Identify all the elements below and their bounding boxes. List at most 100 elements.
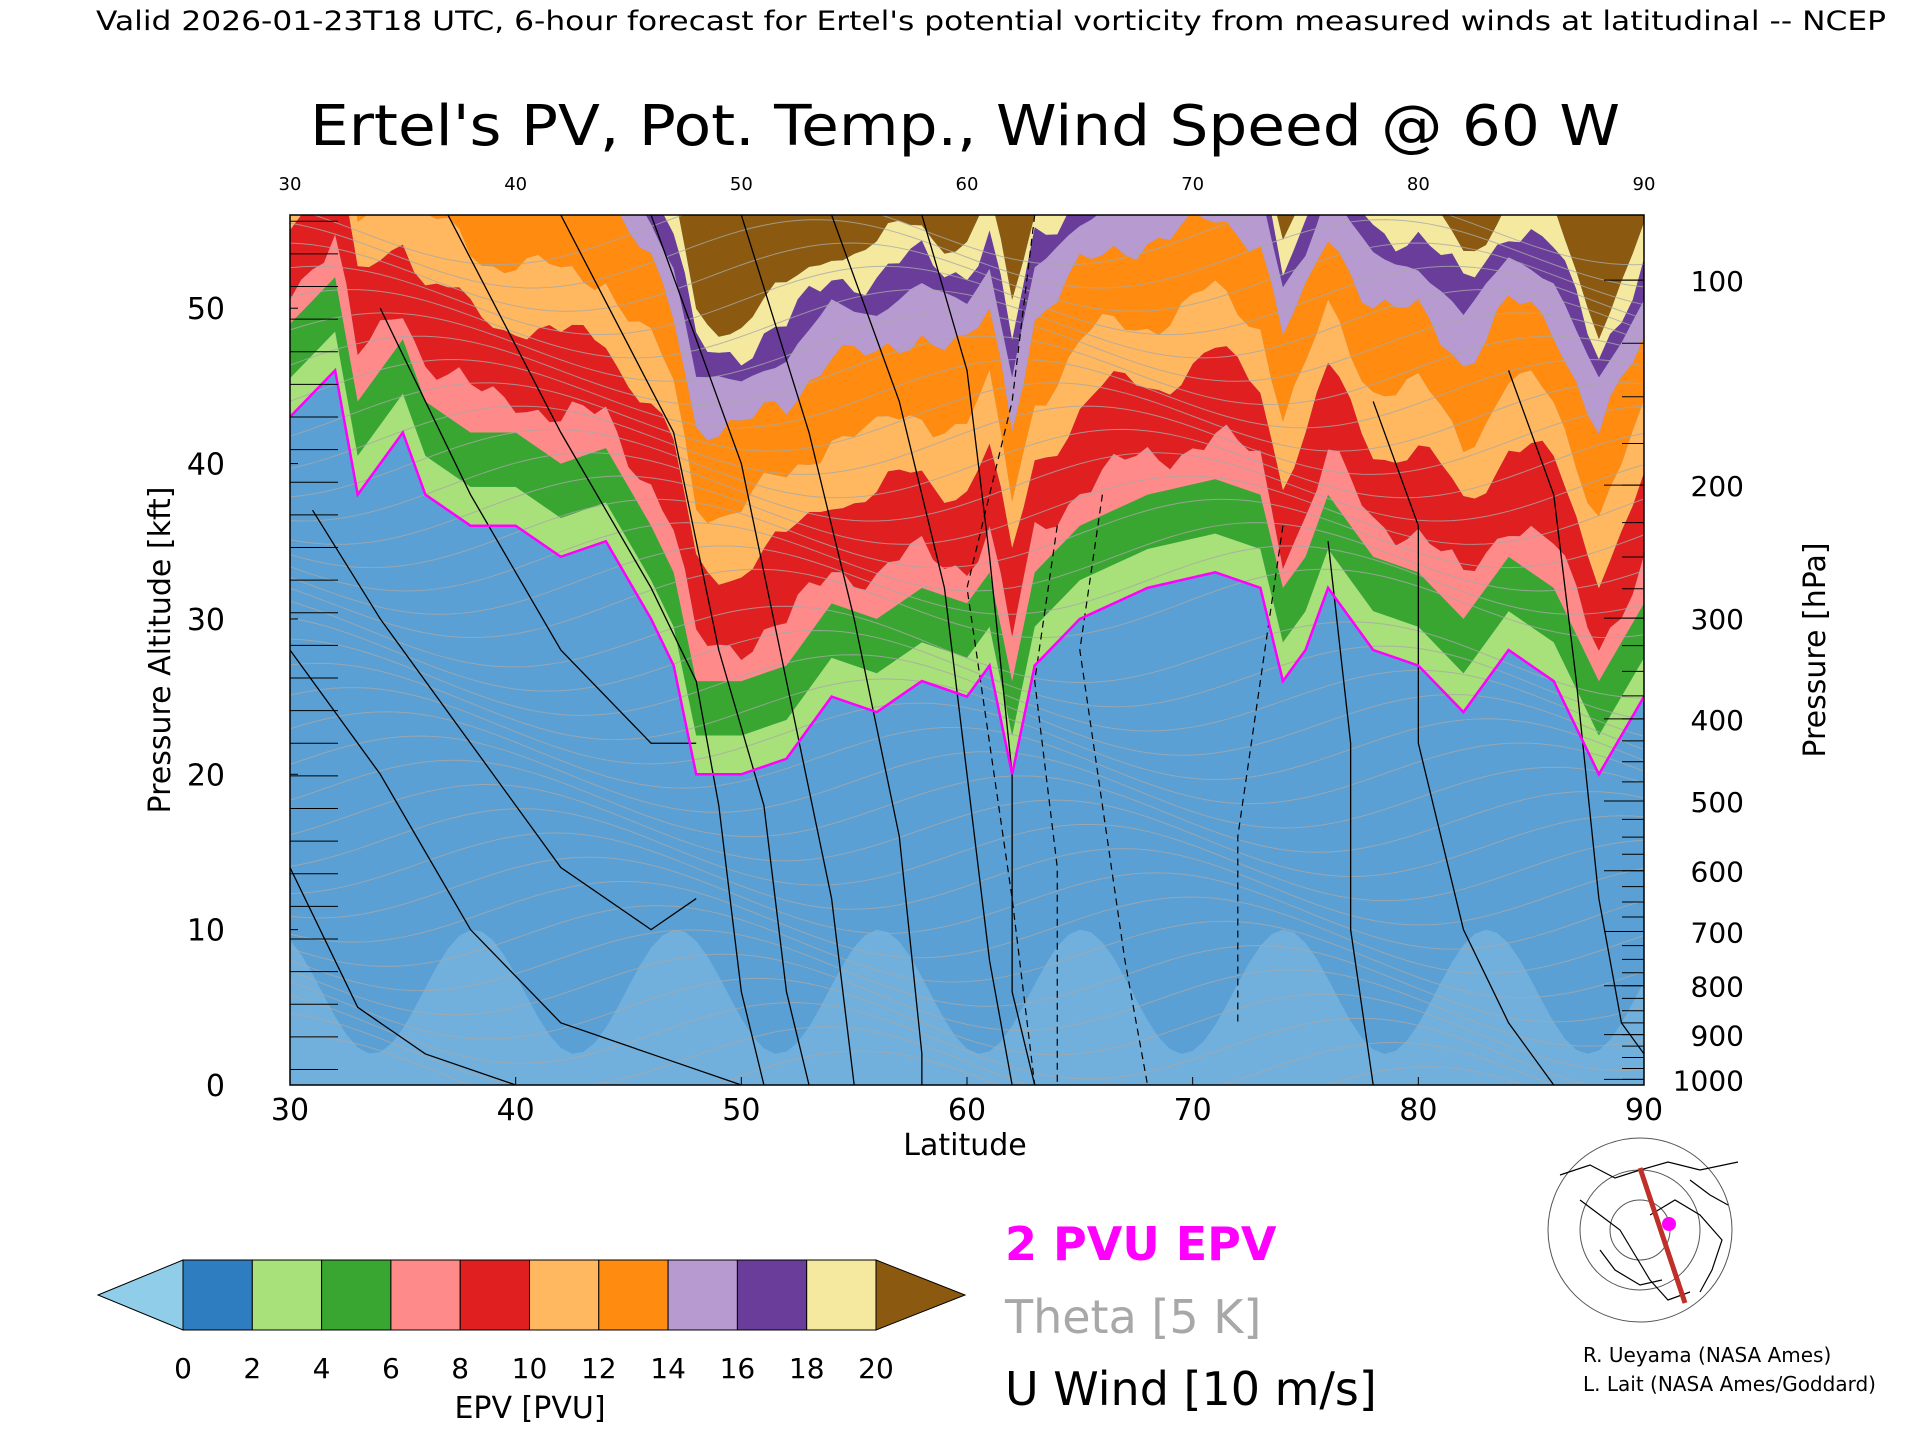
pv-band-2 xyxy=(290,277,1644,736)
x-top-tick-label: 50 xyxy=(730,174,753,195)
pv-band-3 xyxy=(290,234,1644,682)
theta-contour xyxy=(290,452,1644,522)
theta-contour xyxy=(290,953,1644,1047)
theta-contour xyxy=(290,242,1644,312)
pressure-tick-label: 1000 xyxy=(1673,1064,1744,1097)
theta-contour xyxy=(290,832,1644,926)
colorbar-swatch xyxy=(182,1259,253,1331)
map-latitude-ring-outer xyxy=(1547,1137,1733,1323)
colorbar-swatch xyxy=(598,1259,669,1331)
wind-contour-1 xyxy=(290,867,516,1085)
legend-epv: 2 PVU EPV xyxy=(1005,1217,1277,1271)
theta-contour xyxy=(290,784,1644,877)
colorbar-swatch xyxy=(321,1259,392,1331)
colorbar: 0 2 4 6 8 10 12 14 16 18 20 xyxy=(96,1259,967,1385)
pv-band-10 xyxy=(678,215,1644,340)
y-tick-label: 10 xyxy=(187,914,225,949)
wind-contour-9 xyxy=(830,215,1013,1085)
tropopause-2pvu-line xyxy=(290,367,1644,777)
colorbar-swatch xyxy=(736,1259,808,1331)
pressure-tick-label: 300 xyxy=(1691,603,1744,636)
pv-band-8 xyxy=(645,215,1644,382)
pv-band-7 xyxy=(620,215,1644,441)
wind-contour-2 xyxy=(290,649,742,1085)
theta-contour xyxy=(290,405,1644,475)
x-top-tick-label: 30 xyxy=(279,174,302,195)
x-tick-label: 80 xyxy=(1399,1093,1437,1128)
x-tick-label: 50 xyxy=(722,1093,760,1128)
colorbar-swatch xyxy=(390,1259,461,1331)
colorbar-tick-label: 4 xyxy=(313,1352,331,1385)
theta-contour xyxy=(290,265,1644,336)
colorbar-tick-label: 18 xyxy=(789,1352,825,1385)
y-axis-label-right: Pressure [hPa] xyxy=(1798,542,1833,757)
inset-map xyxy=(1545,1137,1740,1323)
y-tick-label: 0 xyxy=(206,1069,225,1104)
theta-contour xyxy=(290,856,1644,950)
wind-contour-12 xyxy=(1507,370,1644,1055)
pv-band-1 xyxy=(290,331,1644,775)
pressure-tick-label: 100 xyxy=(1691,265,1744,298)
wind-contour-13 xyxy=(1327,541,1374,1085)
x-axis-top: 30 40 50 60 70 80 90 xyxy=(279,174,1656,195)
wind-contour-7 xyxy=(650,215,855,1085)
wind-contours xyxy=(290,215,1644,1085)
theta-contour xyxy=(290,335,1644,406)
theta-contour xyxy=(290,759,1644,853)
y-axis-left: 0 10 20 30 40 50 xyxy=(187,220,338,1104)
colorbar-label: EPV [PVU] xyxy=(454,1391,605,1426)
theta-contour xyxy=(290,711,1644,805)
colorbar-swatch xyxy=(806,1259,877,1331)
colorbar-tick-label: 6 xyxy=(382,1352,400,1385)
wind-contour-negative-4 xyxy=(1237,525,1284,1023)
y-axis-right: 1000 900 800 700 600 500 400 300 200 100 xyxy=(1604,265,1744,1097)
colorbar-tick-label: 12 xyxy=(581,1352,617,1385)
theta-contour xyxy=(290,995,1590,1085)
wind-contour-3 xyxy=(312,509,697,931)
x-tick-label: 60 xyxy=(948,1093,986,1128)
wind-contour-negative-2 xyxy=(1034,525,1058,1085)
colorbar-tick-label: 20 xyxy=(858,1352,894,1385)
wind-contour-negative-3 xyxy=(1079,494,1149,1085)
colorbar-min-arrow xyxy=(96,1259,184,1331)
pressure-tick-label: 700 xyxy=(1691,917,1744,950)
x-top-tick-label: 80 xyxy=(1407,174,1430,195)
theta-contour xyxy=(312,215,1644,266)
colorbar-tick-label: 0 xyxy=(174,1352,192,1385)
pressure-tick-label: 600 xyxy=(1691,856,1744,889)
colorbar-tick-label: 14 xyxy=(650,1352,686,1385)
theta-contour xyxy=(290,808,1644,902)
theta-contour xyxy=(290,358,1644,429)
colorbar-tick-label: 8 xyxy=(451,1352,469,1385)
wind-contour-4 xyxy=(379,307,697,744)
colorbar-tick-label: 16 xyxy=(720,1352,756,1385)
theta-contour xyxy=(290,312,1644,382)
pressure-tick-label: 900 xyxy=(1691,1020,1744,1053)
y-tick-label: 50 xyxy=(187,292,225,327)
wind-contour-5 xyxy=(447,215,765,1085)
theta-contour xyxy=(290,1034,1526,1085)
pv-band-4 xyxy=(290,215,1644,661)
plot-area xyxy=(290,215,1644,1085)
pressure-tick-label: 800 xyxy=(1691,971,1744,1004)
colorbar-swatch xyxy=(529,1259,600,1331)
x-top-tick-label: 90 xyxy=(1633,174,1656,195)
x-axis-bottom: 30 40 50 60 70 80 90 xyxy=(271,1077,1663,1128)
y-axis-label-left: Pressure Altitude [kft] xyxy=(143,487,178,814)
theta-contour xyxy=(290,289,1644,359)
theta-contour xyxy=(290,929,1644,1023)
pressure-tick-label: 400 xyxy=(1691,704,1744,737)
theta-contour xyxy=(290,905,1644,999)
theta-contour xyxy=(290,382,1644,452)
pressure-tick-label: 500 xyxy=(1691,786,1744,819)
x-top-tick-label: 70 xyxy=(1181,174,1204,195)
legend-wind: U Wind [10 m/s] xyxy=(1005,1362,1377,1416)
pv-band-6 xyxy=(356,215,1644,524)
chart-title: Ertel's PV, Pot. Temp., Wind Speed @ 60 … xyxy=(310,94,1620,159)
pv-band-9 xyxy=(663,215,1644,366)
colorbar-swatch xyxy=(459,1259,531,1331)
wind-contour-11 xyxy=(1372,401,1555,1085)
x-tick-label: 40 xyxy=(497,1093,535,1128)
x-top-tick-label: 60 xyxy=(956,174,979,195)
